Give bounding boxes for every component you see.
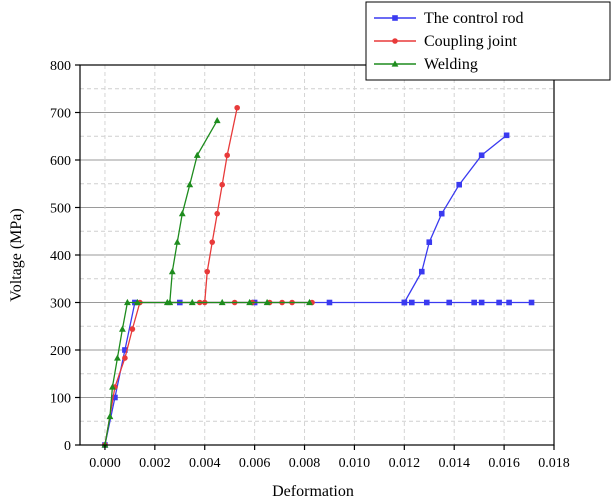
plot-area xyxy=(101,104,535,448)
data-point xyxy=(423,299,430,306)
x-tick-label: 0.018 xyxy=(538,456,570,471)
data-point xyxy=(401,299,408,306)
data-point xyxy=(478,152,485,159)
data-point xyxy=(218,298,226,306)
x-tick-label: 0.004 xyxy=(189,456,221,471)
data-point xyxy=(528,299,535,306)
data-point xyxy=(263,298,271,306)
data-point xyxy=(234,104,240,111)
legend-label: Coupling joint xyxy=(424,33,517,50)
data-point xyxy=(409,299,415,306)
data-point xyxy=(188,298,196,306)
data-point xyxy=(478,299,485,306)
data-point xyxy=(418,268,425,275)
data-point xyxy=(456,181,462,188)
y-axis-label: Voltage (MPa) xyxy=(8,208,25,301)
y-tick-label: 0 xyxy=(64,439,71,454)
series-line xyxy=(104,120,310,446)
data-point xyxy=(471,299,477,306)
data-point xyxy=(209,239,216,245)
y-tick-label: 500 xyxy=(50,202,71,217)
data-point xyxy=(119,325,126,332)
y-tick-label: 100 xyxy=(50,392,71,407)
data-point xyxy=(178,210,186,217)
legend-swatch-marker xyxy=(392,38,398,44)
y-tick-label: 700 xyxy=(50,107,71,122)
data-point xyxy=(122,355,128,361)
data-point xyxy=(193,151,201,158)
axes: 0 100 200 300 400 500 600 700 800 0.000 0.002 0.004… xyxy=(50,59,570,471)
data-point xyxy=(129,326,136,332)
x-tick-label: 0.006 xyxy=(239,456,271,471)
data-point xyxy=(503,132,510,139)
data-point xyxy=(213,116,221,124)
legend-label: The control rod xyxy=(424,10,524,27)
data-point xyxy=(166,298,174,306)
legend: The control rod Coupling joint Welding xyxy=(365,1,611,81)
legend-entry: Welding xyxy=(374,56,478,73)
data-point xyxy=(186,181,194,188)
x-tick-label: 0.010 xyxy=(339,456,371,471)
data-point xyxy=(122,347,128,353)
data-point xyxy=(438,210,445,217)
data-point xyxy=(496,299,502,306)
data-point xyxy=(246,298,254,306)
data-point xyxy=(114,354,121,361)
x-tick-label: 0.002 xyxy=(139,456,171,471)
data-point xyxy=(124,298,131,306)
legend-box xyxy=(365,1,611,81)
y-tick-label: 400 xyxy=(50,249,71,264)
data-point xyxy=(106,412,114,420)
y-tick-label: 200 xyxy=(50,344,71,359)
data-point xyxy=(446,299,453,306)
x-tick-label: 0.014 xyxy=(438,456,470,471)
x-axis-label: Deformation xyxy=(272,483,354,500)
series-2 xyxy=(101,116,313,448)
y-tick-label: 800 xyxy=(50,59,71,74)
x-tick-label: 0.016 xyxy=(488,456,520,471)
data-point xyxy=(306,298,313,306)
legend-label: Welding xyxy=(424,56,478,73)
data-point xyxy=(173,238,181,245)
legend-swatch-marker xyxy=(391,60,399,67)
data-point xyxy=(214,210,221,217)
data-point xyxy=(204,268,211,275)
x-tick-label: 0.012 xyxy=(389,456,421,471)
data-point xyxy=(426,239,433,245)
x-tick-label: 0.000 xyxy=(89,456,121,471)
data-point xyxy=(133,298,141,306)
legend-swatch-marker xyxy=(392,15,398,21)
data-point xyxy=(109,383,116,390)
data-point xyxy=(506,299,512,306)
x-tick-label: 0.008 xyxy=(289,456,321,471)
legend-entry: Coupling joint xyxy=(374,33,517,50)
data-point xyxy=(112,394,118,401)
data-point xyxy=(224,152,230,159)
data-point xyxy=(219,181,225,188)
data-point xyxy=(326,299,333,306)
y-tick-label: 300 xyxy=(50,297,71,312)
y-tick-label: 600 xyxy=(50,154,71,169)
data-point xyxy=(168,268,176,275)
legend-entry: The control rod xyxy=(374,10,524,27)
